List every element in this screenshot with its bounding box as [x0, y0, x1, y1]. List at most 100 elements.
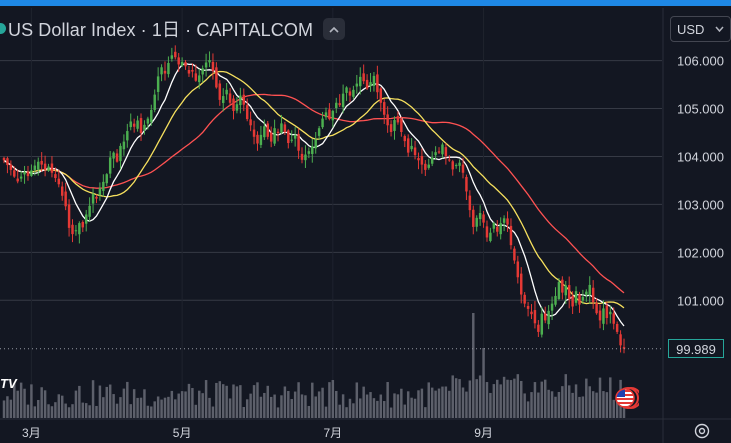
- candle: [533, 301, 537, 329]
- volume-bar: [60, 395, 64, 418]
- moving-average-lines: [3, 62, 625, 327]
- candle-body: [139, 118, 143, 133]
- symbol-title[interactable]: US Dollar Index · 1日 · CAPITALCOM: [8, 20, 314, 40]
- candle-body: [485, 226, 489, 238]
- candle: [235, 97, 239, 114]
- chart-grid: [0, 8, 731, 443]
- candle-body: [122, 141, 126, 150]
- candle: [324, 107, 328, 120]
- candle: [543, 306, 547, 324]
- candle-body: [386, 114, 389, 126]
- candle: [591, 280, 595, 309]
- candle: [602, 300, 605, 331]
- volume-bar: [437, 388, 441, 418]
- volume-bar: [523, 393, 526, 418]
- volume-bar: [526, 401, 530, 418]
- volume-bar: [554, 396, 557, 418]
- collapse-button[interactable]: [323, 18, 346, 40]
- volume-bar: [485, 382, 489, 418]
- volume-bar: [605, 392, 609, 418]
- candle: [615, 321, 619, 335]
- volume-bar: [379, 394, 383, 418]
- volume-bar: [112, 394, 115, 418]
- candle: [448, 155, 451, 162]
- candlestick-series: [2, 45, 626, 354]
- volume-bar: [465, 391, 468, 418]
- candle-body: [187, 69, 191, 74]
- volume-bar: [245, 399, 249, 418]
- volume-bar: [615, 394, 619, 418]
- candle: [9, 160, 13, 176]
- candle: [108, 151, 112, 179]
- candle-body: [376, 74, 379, 93]
- candle: [595, 298, 598, 315]
- us-flag-icon[interactable]: [615, 386, 639, 410]
- candle-body: [454, 165, 458, 167]
- brand-logo[interactable]: TV: [0, 376, 17, 391]
- sma-short-line: [3, 62, 625, 327]
- candle: [30, 164, 33, 177]
- candle: [263, 119, 266, 141]
- volume-bar: [269, 396, 273, 418]
- volume-bar: [458, 379, 461, 418]
- candle: [280, 114, 283, 134]
- volume-bar: [513, 378, 516, 418]
- candle: [482, 210, 485, 228]
- volume-bar: [119, 397, 122, 418]
- candle-body: [280, 123, 283, 133]
- candle-body: [228, 93, 232, 103]
- candle: [88, 197, 91, 222]
- candle: [520, 267, 523, 304]
- volume-bar: [382, 401, 386, 418]
- volume-bar: [478, 375, 482, 418]
- volume-bar: [211, 406, 215, 418]
- volume-bar: [129, 404, 132, 418]
- candle: [198, 68, 201, 90]
- candle-body: [571, 295, 574, 307]
- candle-body: [98, 188, 102, 196]
- candle-body: [379, 88, 383, 103]
- candle: [496, 220, 499, 237]
- candle: [523, 292, 526, 308]
- candle-body: [324, 112, 328, 118]
- candle-body: [307, 151, 311, 154]
- candle-body: [424, 163, 427, 170]
- volume-bar: [516, 374, 520, 418]
- settings-icon[interactable]: [693, 422, 711, 440]
- candle: [386, 106, 389, 133]
- volume-bar: [40, 387, 43, 418]
- candle-body: [81, 221, 85, 228]
- volume-bar: [352, 403, 355, 418]
- candle: [81, 220, 85, 233]
- currency-select[interactable]: USD: [670, 16, 731, 42]
- candle-body: [372, 75, 376, 86]
- volume-bar: [509, 380, 513, 418]
- candle: [276, 128, 280, 142]
- volume-bar: [581, 396, 585, 418]
- candle-body: [9, 164, 13, 170]
- candle-body: [16, 178, 19, 182]
- candle-body: [67, 204, 71, 228]
- candle-body: [78, 223, 81, 235]
- volume-bar: [187, 383, 191, 418]
- volume-bar: [191, 388, 194, 418]
- candle: [389, 120, 393, 137]
- volume-bar: [174, 399, 177, 418]
- candle-body: [180, 62, 184, 66]
- candle-body: [259, 134, 263, 145]
- candle: [26, 165, 30, 181]
- volume-bar: [321, 387, 324, 418]
- time-axis: 3月 5月 7月 9月: [22, 426, 493, 440]
- candle: [256, 131, 259, 151]
- candle-body: [496, 226, 499, 232]
- candle-body: [335, 102, 338, 108]
- candle: [266, 120, 269, 140]
- candle-body: [393, 120, 396, 131]
- candle-body: [588, 284, 591, 295]
- candle: [400, 116, 403, 137]
- volume-bar: [393, 393, 396, 418]
- candle: [561, 276, 564, 300]
- candle: [434, 146, 437, 160]
- candle: [554, 287, 557, 307]
